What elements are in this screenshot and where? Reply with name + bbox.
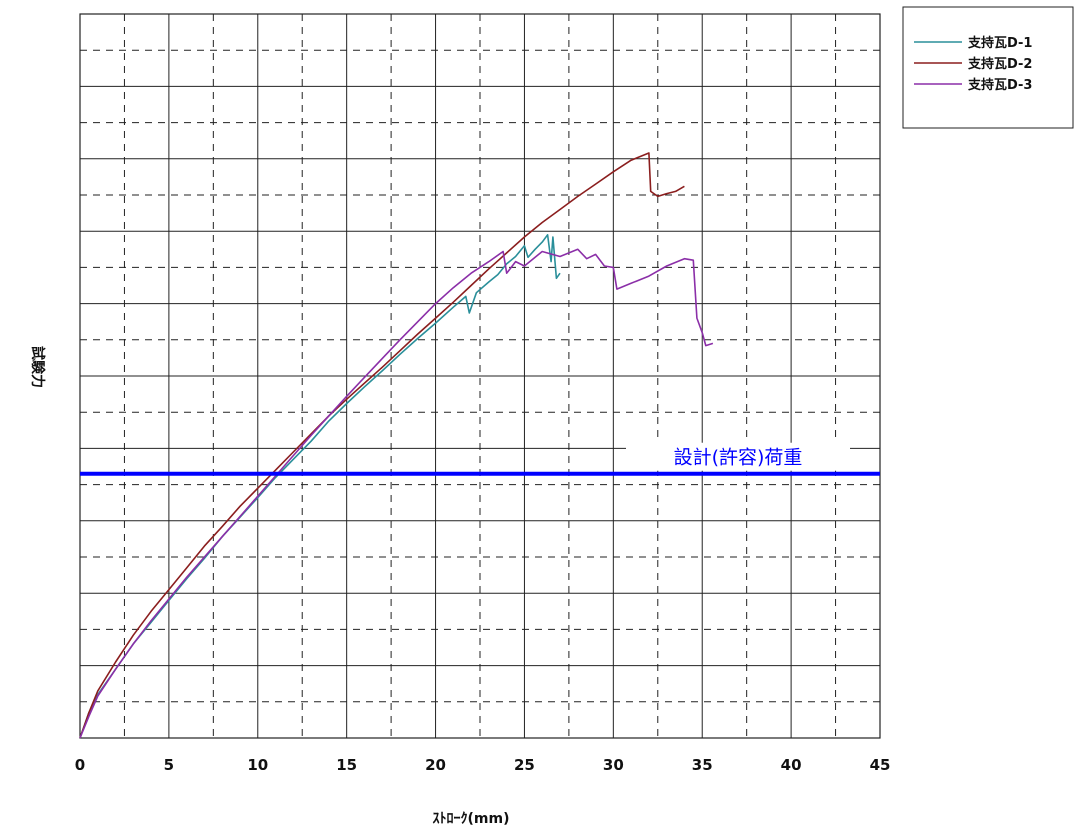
x-axis-label: ｽﾄﾛｰｸ(mm): [433, 811, 510, 827]
legend-label: 支持瓦D-3: [967, 77, 1032, 93]
series-line-2: [79, 152, 685, 739]
y-axis-label: 試験力: [29, 346, 46, 388]
legend-items: 支持瓦D-1 支持瓦D-2 支持瓦D-3: [914, 35, 1032, 93]
x-tick-label: 25: [514, 756, 535, 774]
x-tick-label: 0: [75, 756, 85, 774]
grid: [80, 14, 880, 738]
series-line-1: [79, 234, 561, 739]
legend-box: [902, 6, 1074, 129]
x-tick-label: 45: [870, 756, 891, 774]
x-tick-labels: 0 5 10 15 20 25 30 35 40 45: [75, 756, 891, 774]
x-tick-label: 30: [603, 756, 624, 774]
x-tick-label: 40: [781, 756, 802, 774]
legend-label: 支持瓦D-1: [967, 35, 1032, 51]
x-tick-label: 5: [164, 756, 174, 774]
reference-line-group: 設計(許容)荷重: [80, 442, 880, 476]
plot-frame: [79, 13, 881, 739]
legend-label: 支持瓦D-2: [967, 56, 1032, 72]
reference-label-background: [626, 442, 850, 471]
series-layer: [79, 152, 714, 739]
series-line-3: [79, 248, 714, 739]
x-tick-label: 35: [692, 756, 713, 774]
legend: 支持瓦D-1 支持瓦D-2 支持瓦D-3: [902, 6, 1074, 129]
reference-label: 設計(許容)荷重: [674, 447, 803, 469]
x-tick-label: 10: [247, 756, 268, 774]
x-tick-label: 20: [425, 756, 446, 774]
x-tick-label: 15: [336, 756, 357, 774]
